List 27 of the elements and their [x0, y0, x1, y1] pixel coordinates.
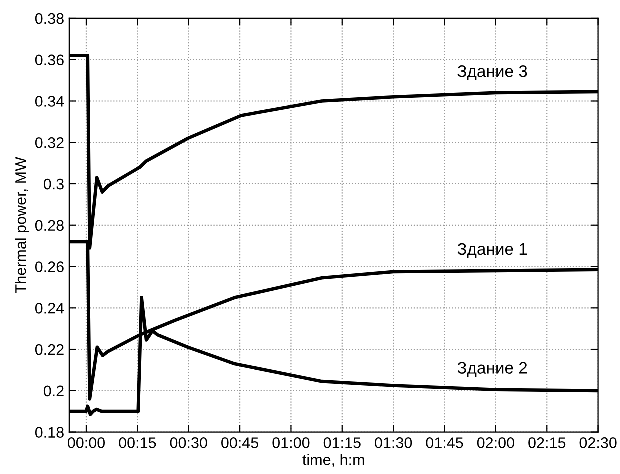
x-tick-label: 02:00 [477, 438, 514, 448]
series-label: Здание 1 [458, 243, 528, 258]
x-tick-label: 01:30 [375, 438, 412, 448]
series-label: Здание 3 [458, 66, 528, 80]
x-tick-label: 01:15 [324, 438, 361, 448]
x-tick-label: 00:30 [170, 438, 208, 448]
x-axis-title: time, h:m [302, 454, 364, 468]
y-tick-label: 0.18 [35, 427, 64, 438]
y-tick-label: 0.26 [35, 262, 64, 272]
y-axis-title: Thermal power, MW [15, 157, 30, 294]
y-tick-label: 0.22 [35, 344, 64, 356]
x-tick-label: 02:15 [528, 438, 566, 448]
y-tick-label: 0.38 [35, 13, 64, 24]
y-tick-label: 0.3 [44, 178, 64, 190]
x-tick-label: 00:45 [222, 438, 259, 448]
y-tick-label: 0.2 [44, 386, 64, 397]
series-label: Здание 2 [458, 362, 528, 378]
y-tick-label: 0.24 [35, 303, 64, 314]
x-tick-label: 00:00 [68, 438, 106, 448]
x-tick-label: 01:45 [426, 438, 464, 448]
x-tick-label: 01:00 [272, 438, 310, 448]
y-tick-label: 0.36 [35, 54, 64, 66]
x-tick-label: 02:30 [580, 438, 617, 448]
y-tick-label: 0.28 [35, 220, 64, 232]
y-tick-label: 0.32 [35, 137, 64, 148]
y-tick-label: 0.34 [35, 96, 64, 107]
x-tick-label: 00:15 [119, 438, 156, 448]
